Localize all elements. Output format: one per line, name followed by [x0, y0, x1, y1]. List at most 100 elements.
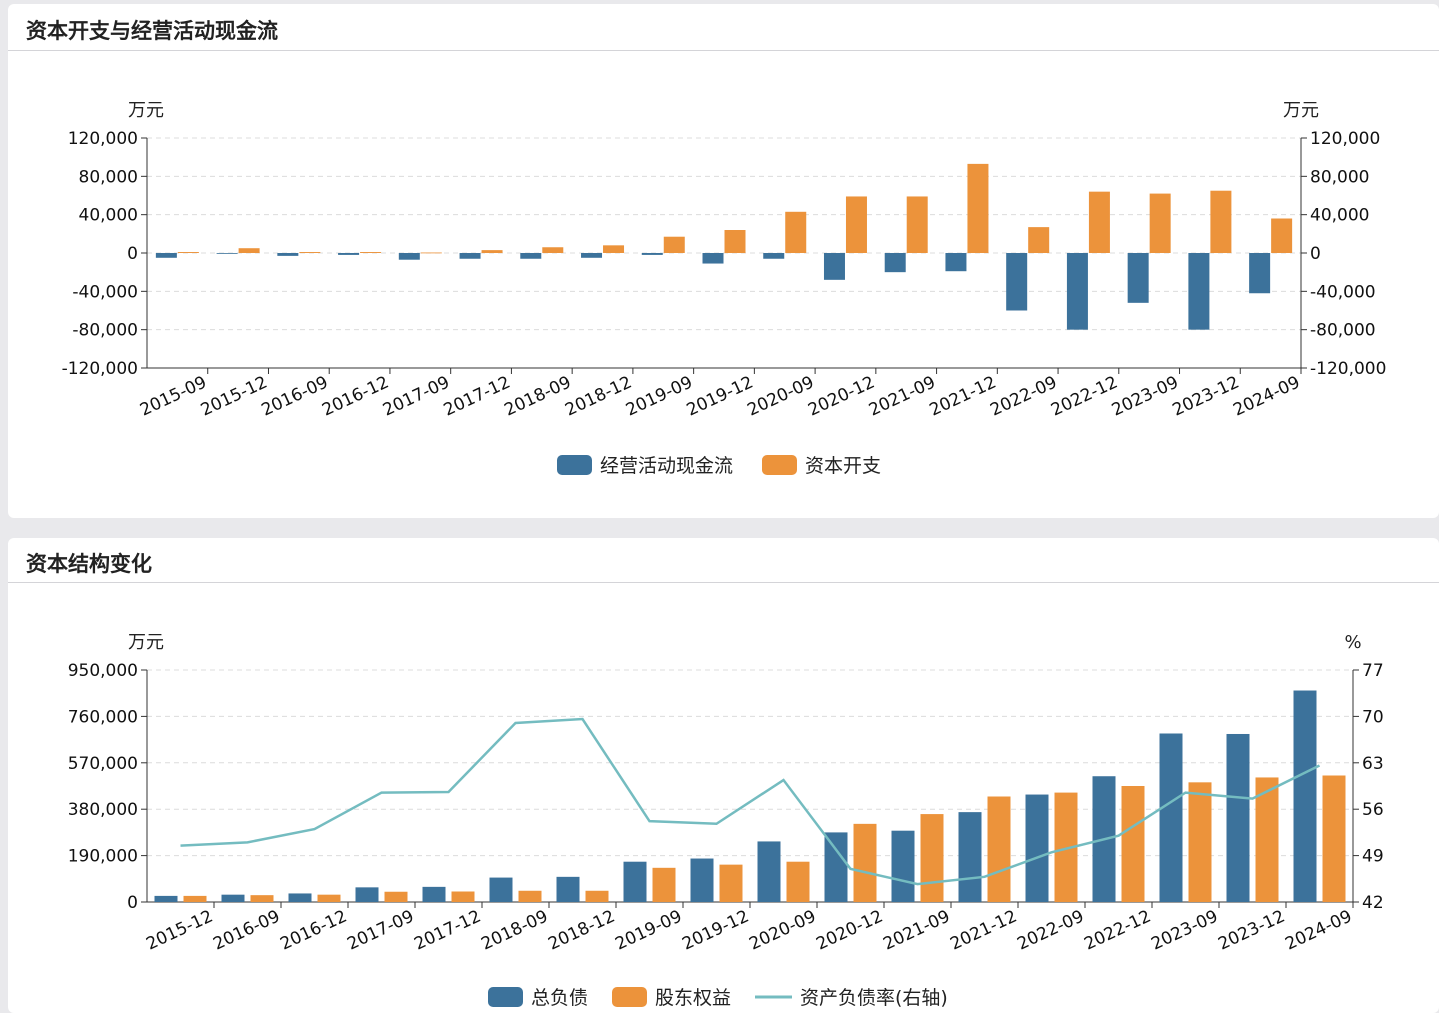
bar-operating-cashflow — [398, 253, 420, 260]
bar-shareholder-equity — [719, 864, 743, 902]
capex-cashflow-panel: 资本开支与经营活动现金流 -120,000 -120,000 -80,000 -80,… — [8, 4, 1439, 518]
bar-capex — [481, 250, 503, 253]
y-tick-label-left: -120,000 — [62, 359, 138, 379]
x-tick-label: 2019-09 — [623, 372, 696, 420]
bar-shareholder-equity — [1121, 786, 1145, 902]
x-tick-label: 2016-09 — [258, 372, 331, 420]
bar-operating-cashflow — [216, 253, 238, 254]
bar-total-liabilities — [355, 887, 379, 902]
bar-total-liabilities — [891, 830, 915, 902]
bar-operating-cashflow — [823, 253, 845, 280]
bar-capex — [785, 211, 807, 253]
bar-capex — [360, 252, 382, 253]
x-tick-label: 2017-09 — [380, 372, 453, 420]
panel-divider — [8, 50, 1439, 51]
bar-total-liabilities — [757, 841, 781, 902]
y-tick-label-left: 120,000 — [68, 129, 138, 149]
panel-divider — [8, 582, 1439, 583]
legend-label-total-liabilities: 总负债 — [531, 987, 588, 1009]
y-tick-label-left: 190,000 — [68, 847, 138, 867]
x-tick-label: 2020-12 — [805, 372, 878, 420]
capex-cashflow-chart: -120,000 -120,000 -80,000 -80,000 -40,000 -40… — [62, 100, 1387, 477]
bar-capex — [177, 252, 199, 253]
bar-total-liabilities — [422, 886, 446, 902]
legend-label-capex: 资本开支 — [805, 455, 881, 477]
x-tick-label: 2019-12 — [679, 906, 752, 954]
bar-shareholder-equity — [1322, 775, 1346, 902]
bar-shareholder-equity — [317, 894, 341, 902]
bar-total-liabilities — [288, 893, 312, 902]
y-tick-label-right: 0 — [1310, 244, 1321, 264]
legend-swatch-capex — [762, 455, 797, 475]
x-tick-label: 2020-09 — [744, 372, 817, 420]
x-tick-label: 2018-09 — [478, 906, 551, 954]
x-tick-label: 2021-09 — [880, 906, 953, 954]
y-tick-label-right: 42 — [1362, 893, 1384, 913]
bar-total-liabilities — [221, 894, 245, 902]
x-tick-label: 2023-09 — [1148, 906, 1221, 954]
bar-operating-cashflow — [1006, 253, 1028, 311]
bar-total-liabilities — [154, 895, 178, 902]
y-tick-label-left: 40,000 — [79, 206, 138, 226]
bar-total-liabilities — [489, 877, 513, 902]
x-tick-label: 2022-09 — [987, 372, 1060, 420]
y-tick-label-left: 0 — [127, 244, 138, 264]
x-tick-label: 2023-09 — [1109, 372, 1182, 420]
legend-label-shareholder-equity: 股东权益 — [655, 987, 731, 1009]
bar-capex — [603, 245, 625, 253]
bar-total-liabilities — [1226, 733, 1250, 902]
y-tick-label-left: 760,000 — [68, 707, 138, 727]
y-tick-label-left: 570,000 — [68, 754, 138, 774]
y-tick-label-right: 70 — [1362, 707, 1384, 727]
y-tick-label-left: -80,000 — [72, 321, 138, 341]
bar-shareholder-equity — [1054, 792, 1078, 902]
x-tick-label: 2023-12 — [1215, 906, 1288, 954]
bar-operating-cashflow — [1066, 253, 1088, 330]
y-unit-left: 万元 — [128, 100, 164, 121]
bar-operating-cashflow — [884, 253, 906, 273]
bar-shareholder-equity — [183, 895, 207, 902]
y-tick-label-left: 80,000 — [79, 167, 138, 187]
y-tick-label-left: 950,000 — [68, 661, 138, 681]
x-tick-label: 2020-12 — [813, 906, 886, 954]
bar-capex — [1028, 227, 1050, 253]
capital-structure-chart: 0 190,000 380,000 570,000 760,000 950,000 42 49… — [68, 632, 1384, 1009]
bar-shareholder-equity — [451, 891, 475, 902]
bar-shareholder-equity — [384, 891, 408, 902]
bar-capex — [1210, 190, 1232, 253]
bar-shareholder-equity — [518, 890, 542, 902]
bar-capex — [663, 236, 685, 253]
x-tick-label: 2021-12 — [927, 372, 1000, 420]
x-tick-label: 2015-12 — [143, 906, 216, 954]
y-tick-label-right: 120,000 — [1310, 129, 1380, 149]
line-debt-ratio — [180, 717, 1321, 886]
y-tick-label-left: 380,000 — [68, 800, 138, 820]
bar-capex — [1088, 191, 1110, 253]
bar-total-liabilities — [1025, 794, 1049, 902]
legend-label-operating-cashflow: 经营活动现金流 — [600, 455, 733, 477]
y-tick-label-left: -40,000 — [72, 282, 138, 302]
x-tick-label: 2024-09 — [1282, 906, 1355, 954]
x-tick-label: 2015-09 — [137, 372, 210, 420]
legend-swatch-total-liabilities — [488, 987, 523, 1007]
x-tick-label: 2019-12 — [684, 372, 757, 420]
bar-operating-cashflow — [763, 253, 785, 259]
bar-operating-cashflow — [945, 253, 967, 272]
bar-capex — [845, 196, 867, 253]
bar-total-liabilities — [556, 876, 580, 902]
bar-capex — [724, 230, 746, 253]
bar-total-liabilities — [690, 858, 714, 902]
bar-operating-cashflow — [155, 253, 177, 258]
x-tick-label: 2020-09 — [746, 906, 819, 954]
bar-capex — [299, 252, 321, 253]
bar-operating-cashflow — [641, 253, 663, 255]
x-tick-label: 2021-12 — [947, 906, 1020, 954]
y-tick-label-right: 63 — [1362, 754, 1384, 774]
y-tick-label-left: 0 — [127, 893, 138, 913]
x-tick-label: 2015-12 — [198, 372, 271, 420]
bar-operating-cashflow — [520, 253, 542, 259]
bar-shareholder-equity — [250, 895, 274, 902]
x-tick-label: 2016-09 — [210, 906, 283, 954]
bar-operating-cashflow — [702, 253, 724, 264]
x-tick-label: 2017-12 — [441, 372, 514, 420]
